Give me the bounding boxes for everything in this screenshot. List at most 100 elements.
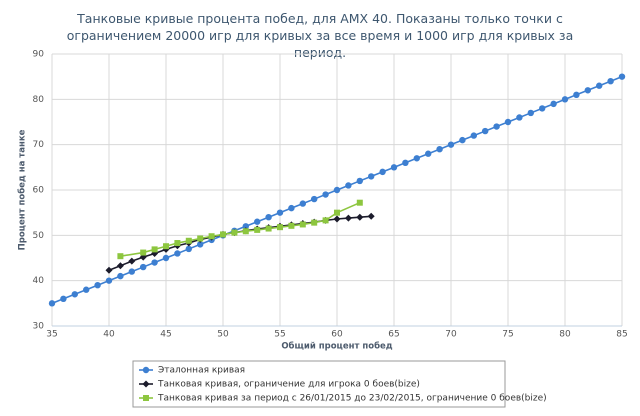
point xyxy=(254,226,261,233)
point xyxy=(356,177,363,185)
point xyxy=(550,100,557,108)
y-tick-label: 80 xyxy=(33,95,45,105)
x-tick-label: 65 xyxy=(388,330,399,340)
point xyxy=(185,237,192,244)
point xyxy=(425,150,432,157)
point xyxy=(299,221,306,228)
point xyxy=(48,300,56,307)
x-tick-label: 60 xyxy=(331,330,343,340)
point xyxy=(94,282,101,289)
point xyxy=(140,263,147,271)
y-tick-label: 90 xyxy=(33,50,45,60)
point xyxy=(482,127,489,135)
y-tick-label: 70 xyxy=(33,140,45,150)
point xyxy=(105,277,113,284)
point xyxy=(276,209,284,216)
point xyxy=(493,123,500,130)
point xyxy=(516,114,523,121)
point xyxy=(208,233,215,240)
point xyxy=(174,240,181,247)
point xyxy=(117,253,124,260)
point xyxy=(220,231,226,238)
point xyxy=(163,243,169,250)
x-tick-label: 85 xyxy=(616,330,627,340)
legend-marker xyxy=(142,380,150,388)
point xyxy=(299,200,306,207)
point xyxy=(539,105,546,112)
point xyxy=(288,222,295,229)
point xyxy=(71,291,79,298)
x-tick-label: 45 xyxy=(160,330,171,340)
y-tick-label: 30 xyxy=(33,322,45,332)
x-tick-label: 35 xyxy=(46,330,57,340)
y-tick-label: 40 xyxy=(33,276,45,286)
x-tick-label: 70 xyxy=(445,330,457,340)
point xyxy=(174,250,181,257)
point xyxy=(345,182,352,189)
point xyxy=(162,254,170,262)
point xyxy=(265,225,272,232)
point xyxy=(254,218,261,225)
point xyxy=(288,204,295,212)
series-line xyxy=(108,215,372,271)
point xyxy=(561,96,569,103)
point xyxy=(356,199,363,206)
point xyxy=(242,228,249,235)
legend-label: Танковая кривая за период с 26/01/2015 д… xyxy=(157,394,547,404)
point xyxy=(504,118,512,126)
point xyxy=(367,212,375,220)
point xyxy=(83,286,90,293)
point xyxy=(116,262,124,270)
point xyxy=(333,215,341,223)
y-tick-label: 60 xyxy=(33,186,45,196)
point xyxy=(128,268,135,275)
chart-title: Танковые кривые процента побед, для AMX … xyxy=(66,11,574,60)
point xyxy=(151,246,158,253)
point xyxy=(584,87,591,94)
point xyxy=(436,146,443,153)
y-tick-label: 50 xyxy=(33,231,45,241)
point xyxy=(231,229,238,236)
x-tick-label: 80 xyxy=(559,330,571,340)
point xyxy=(265,214,272,221)
point xyxy=(447,141,455,148)
point xyxy=(333,186,341,194)
point xyxy=(105,266,113,274)
point xyxy=(140,249,147,256)
point xyxy=(618,73,626,80)
point xyxy=(322,191,329,198)
y-axis-label: Процент побед на танке xyxy=(17,129,28,250)
point xyxy=(197,241,204,248)
point xyxy=(379,168,386,176)
point xyxy=(322,217,329,224)
point xyxy=(128,257,136,265)
point xyxy=(470,132,477,139)
point xyxy=(277,224,283,231)
point xyxy=(311,195,318,203)
point xyxy=(459,136,466,144)
point xyxy=(185,245,192,253)
point xyxy=(344,214,352,222)
point xyxy=(117,272,124,280)
x-axis-label: Общий процент побед xyxy=(281,341,392,352)
point xyxy=(607,78,614,85)
x-tick-label: 40 xyxy=(103,330,115,340)
legend-marker xyxy=(143,395,149,401)
x-tick-label: 75 xyxy=(502,330,513,340)
point xyxy=(151,259,158,266)
legend-label: Танковая кривая, ограничение для игрока … xyxy=(157,380,420,390)
legend-marker xyxy=(142,366,150,374)
point xyxy=(596,82,603,89)
point xyxy=(311,219,318,226)
point xyxy=(242,223,249,230)
point xyxy=(197,235,204,242)
point xyxy=(527,109,534,117)
point xyxy=(60,295,67,302)
point xyxy=(390,164,398,171)
legend-label: Эталонная кривая xyxy=(158,366,245,376)
point xyxy=(413,155,420,162)
x-tick-label: 55 xyxy=(274,330,285,340)
point xyxy=(356,213,364,221)
